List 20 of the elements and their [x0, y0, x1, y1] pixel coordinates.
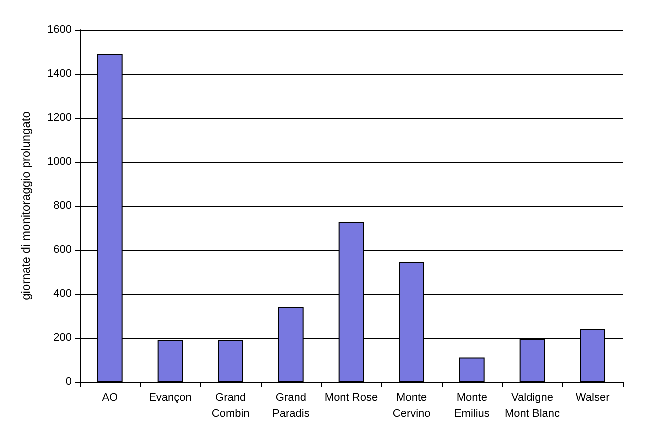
- bar: [459, 358, 485, 382]
- y-tick-label: 0: [66, 376, 72, 388]
- y-axis-title: giornate di monitoraggio prolungato: [19, 111, 33, 300]
- y-tick-label: 200: [54, 332, 72, 344]
- x-tick-label: Monte Cervino: [392, 392, 431, 420]
- y-tick-label: 600: [54, 244, 72, 256]
- x-tick-label: Evançon: [149, 392, 192, 404]
- y-tick-label: 1400: [48, 68, 72, 80]
- x-tick-label: Grand Combin: [212, 392, 250, 420]
- y-tick-label: 800: [54, 200, 72, 212]
- x-tick-label: AO: [102, 392, 119, 404]
- y-tick-label: 1600: [48, 24, 72, 36]
- x-tick-label: Monte Emilius: [454, 392, 490, 420]
- y-tick-label: 1000: [48, 156, 72, 168]
- x-tick-label: Grand Paradis: [272, 392, 310, 420]
- x-tick-label: Walser: [576, 392, 610, 404]
- y-tick-label: 400: [54, 288, 72, 300]
- x-tick-label: Valdigne Mont Blanc: [504, 392, 561, 420]
- y-tick-label: 1200: [48, 112, 72, 124]
- x-tick-label: Mont Rose: [324, 392, 378, 404]
